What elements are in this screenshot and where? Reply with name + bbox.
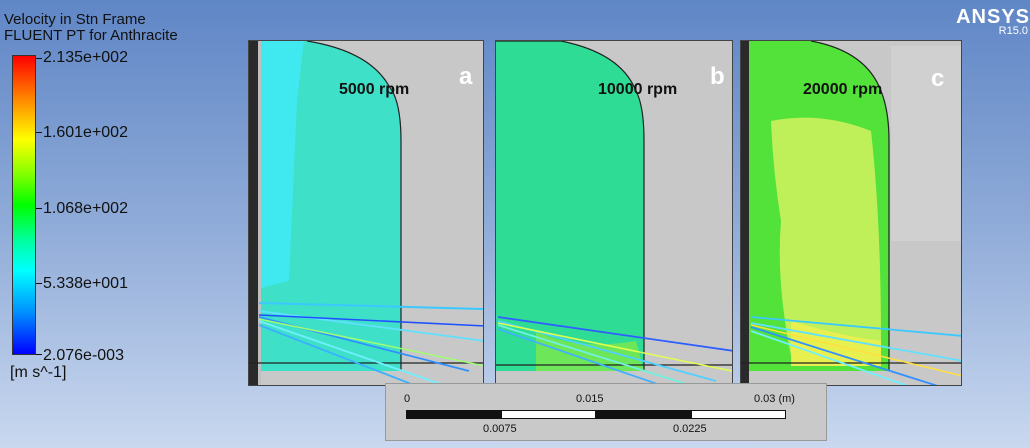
scale-segment bbox=[596, 410, 691, 419]
scale-label-three-quarter: 0.0225 bbox=[673, 423, 707, 435]
ansys-logo: ANSYS bbox=[956, 6, 1030, 28]
contour-panel-b: 10000 rpm b bbox=[495, 40, 733, 386]
scale-label-quarter: 0.0075 bbox=[483, 423, 517, 435]
colorbar-tick bbox=[36, 58, 42, 59]
legend-title: Velocity in Stn Frame bbox=[4, 11, 146, 28]
scale-label-start: 0 bbox=[404, 393, 411, 405]
contour-panel-c: 20000 rpm c bbox=[740, 40, 962, 386]
ansys-version: R15.0 bbox=[998, 25, 1028, 37]
panel-a-letter: a bbox=[459, 63, 473, 90]
scale-label-mid: 0.015 bbox=[576, 393, 604, 405]
colorbar-unit: [m s^-1] bbox=[10, 364, 67, 381]
colorbar-tick bbox=[36, 283, 42, 284]
contour-panel-a: 5000 rpm a bbox=[248, 40, 484, 386]
colorbar-label: 1.068e+002 bbox=[43, 200, 128, 217]
colorbar-label: 1.601e+002 bbox=[43, 124, 128, 141]
colorbar-label: 5.338e+001 bbox=[43, 275, 128, 292]
colorbar-min-label: 2.076e-003 bbox=[43, 347, 124, 364]
colorbar bbox=[12, 55, 36, 355]
scale-label-end: 0.03 (m) bbox=[754, 393, 795, 405]
contour-plot-a bbox=[249, 41, 483, 385]
colorbar-tick bbox=[36, 354, 42, 355]
colorbar-tick bbox=[36, 132, 42, 133]
scale-bar: 0 0.015 0.03 (m) 0.0075 0.0225 bbox=[385, 383, 827, 441]
scale-segment bbox=[501, 410, 596, 419]
scale-segment bbox=[406, 410, 501, 419]
colorbar-tick bbox=[36, 208, 42, 209]
panel-c-rpm-label: 20000 rpm bbox=[803, 81, 883, 98]
contour-plot-b bbox=[496, 41, 732, 385]
panel-b-rpm-label: 10000 rpm bbox=[598, 81, 678, 98]
legend-subtitle: FLUENT PT for Anthracite bbox=[4, 27, 178, 44]
panel-a-rpm-label: 5000 rpm bbox=[339, 81, 410, 98]
contour-plot-c bbox=[741, 41, 961, 385]
colorbar-max-label: 2.135e+002 bbox=[43, 49, 128, 66]
scale-segment bbox=[691, 410, 786, 419]
panel-b-letter: b bbox=[710, 63, 725, 90]
panel-c-letter: c bbox=[931, 65, 945, 92]
